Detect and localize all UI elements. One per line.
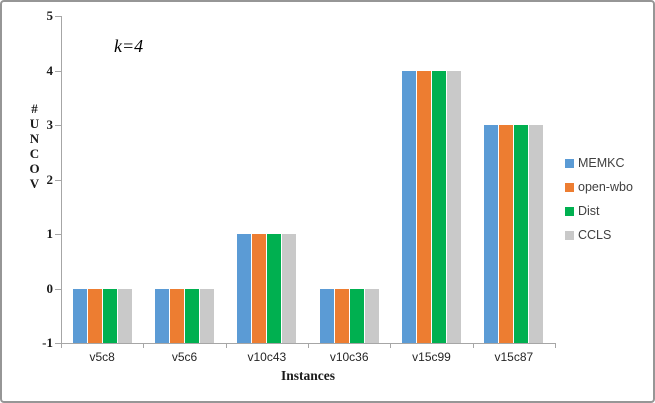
x-tick-mark	[390, 344, 392, 348]
legend-item-MEMKC: MEMKC	[565, 156, 633, 170]
bar-open-wbo-v5c6	[170, 288, 184, 343]
x-tick-mark	[555, 344, 556, 348]
bar-CCLS-v10c36	[364, 288, 379, 343]
bar-CCLS-v5c6	[200, 288, 214, 343]
legend-label: Dist	[578, 204, 600, 218]
bar-CCLS-v10c43	[282, 234, 297, 343]
bar-Dist-v15c99	[432, 70, 446, 343]
x-tick-mark	[472, 344, 474, 348]
y-tick-mark	[55, 125, 61, 126]
y-axis-line	[61, 16, 62, 344]
x-tick-mark	[225, 344, 227, 348]
bar-CCLS-v15c99	[447, 70, 461, 343]
y-tick-mark	[55, 343, 61, 344]
y-tick-label: 1	[46, 226, 54, 241]
bar-open-wbo-v15c99	[417, 70, 431, 343]
x-axis-title: Instances	[280, 368, 335, 383]
y-tick-mark	[55, 234, 61, 235]
bar-open-wbo-v10c36	[334, 288, 349, 343]
x-tick-mark	[61, 344, 62, 348]
bar-MEMKC-v15c99	[402, 70, 416, 343]
bar-CCLS-v15c87	[529, 125, 544, 343]
y-tick-mark	[55, 16, 61, 17]
x-tick-label-v15c99: v15c99	[412, 350, 451, 364]
legend-item-open-wbo: open-wbo	[565, 180, 633, 194]
bar-Dist-v5c6	[185, 288, 199, 343]
bar-MEMKC-v10c43	[237, 234, 252, 343]
y-tick-mark	[55, 179, 61, 181]
bar-MEMKC-v5c6	[155, 288, 169, 343]
bar-Dist-v5c8	[102, 288, 117, 343]
y-tick-label: 0	[46, 280, 54, 296]
x-tick-label-v5c8: v5c8	[89, 350, 115, 364]
x-tick-mark	[143, 344, 145, 348]
legend-item-Dist: Dist	[565, 204, 633, 218]
legend-item-CCLS: CCLS	[565, 228, 633, 242]
x-tick-label-v10c36: v10c36	[329, 350, 369, 364]
legend-label: CCLS	[578, 228, 612, 242]
bar-CCLS-v5c8	[117, 288, 132, 343]
bar-open-wbo-v15c87	[499, 125, 514, 343]
y-tick-label: 3	[46, 117, 54, 132]
y-axis-title: #UNCOV	[27, 101, 42, 191]
bar-Dist-v15c87	[514, 125, 529, 343]
y-tick-label: -1	[42, 335, 53, 350]
x-tick-label-v15c87: v15c87	[494, 350, 534, 364]
legend-swatch-CCLS	[565, 230, 574, 240]
x-tick-label-v10c43: v10c43	[247, 350, 287, 364]
legend-swatch-open-wbo	[565, 182, 574, 192]
legend-swatch-Dist	[565, 206, 574, 216]
bar-open-wbo-v10c43	[252, 234, 267, 343]
x-tick-label-v5c6: v5c6	[171, 350, 198, 364]
bar-Dist-v10c36	[349, 288, 364, 343]
legend-swatch-MEMKC	[565, 158, 574, 168]
y-tick-mark	[55, 288, 61, 290]
y-tick-label: 5	[46, 8, 54, 23]
y-tick-label: 2	[46, 171, 54, 187]
legend-label: MEMKC	[578, 156, 625, 170]
x-axis-line	[61, 343, 556, 344]
bar-MEMKC-v10c36	[319, 288, 334, 343]
y-tick-label: 4	[46, 62, 54, 78]
bar-open-wbo-v5c8	[87, 288, 102, 343]
bar-MEMKC-v5c8	[72, 288, 87, 343]
y-tick-mark	[55, 70, 61, 72]
bar-Dist-v10c43	[267, 234, 282, 343]
bar-MEMKC-v15c87	[484, 125, 499, 343]
x-tick-mark	[308, 344, 309, 348]
chart-annotation: k=4	[114, 36, 144, 56]
chart-legend: MEMKC open-wbo Dist CCLS	[565, 156, 633, 254]
legend-label: open-wbo	[578, 180, 633, 194]
